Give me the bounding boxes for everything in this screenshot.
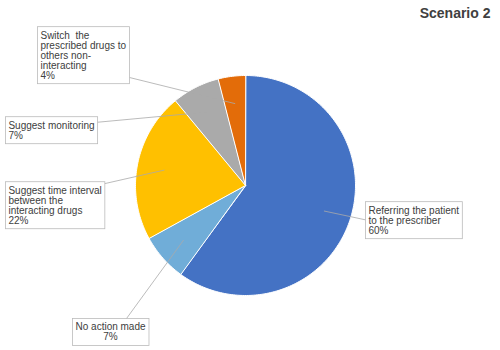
svg-text:Scenario 2: Scenario 2 [420,5,491,21]
svg-text:Referring the patientto the pr: Referring the patientto the prescriber60… [368,205,459,236]
svg-text:No action made7%: No action made7% [76,321,146,342]
svg-text:Switch theprescribed drugs to: Switch theprescribed drugs toothers non-… [40,30,126,81]
svg-text:Suggest time intervalbetween t: Suggest time intervalbetween theinteract… [8,185,101,226]
svg-text:Suggest monitoring7%: Suggest monitoring7% [8,120,94,141]
